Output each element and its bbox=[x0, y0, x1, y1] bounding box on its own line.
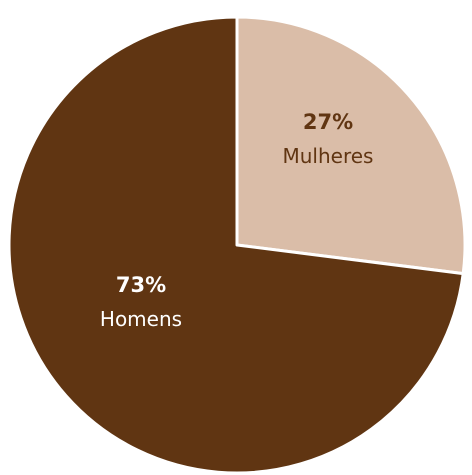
slice-label-homens: 73% Homens bbox=[100, 273, 182, 331]
slice-name-label-mulheres: Mulheres bbox=[283, 144, 374, 168]
pie-slice-mulheres bbox=[235, 15, 467, 276]
slice-value-label-mulheres: 27% bbox=[303, 110, 353, 134]
slice-name-label-homens: Homens bbox=[100, 307, 182, 331]
slice-value-label-homens: 73% bbox=[116, 273, 166, 297]
pie-slices bbox=[7, 15, 467, 475]
pie-slice-homens bbox=[7, 15, 465, 475]
slice-label-mulheres: 27% Mulheres bbox=[283, 110, 374, 168]
